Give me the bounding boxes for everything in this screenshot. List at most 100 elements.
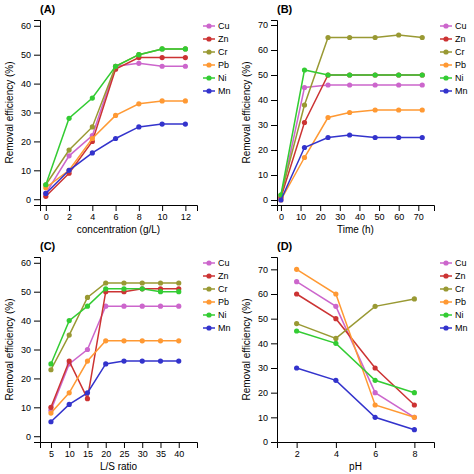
x-tick: 20 xyxy=(316,205,326,222)
legend-entry: Pb xyxy=(440,297,466,307)
legend-label: Cu xyxy=(455,21,467,31)
data-point xyxy=(113,64,118,69)
legend-label: Mn xyxy=(455,323,468,333)
data-point xyxy=(420,107,425,112)
data-point xyxy=(396,135,401,140)
legend-entry: Cu xyxy=(440,258,467,268)
legend-label: Pb xyxy=(455,297,466,307)
data-point xyxy=(113,113,118,118)
y-tick-label: 60 xyxy=(258,289,268,299)
x-tick-mark xyxy=(399,205,400,211)
data-point xyxy=(420,82,425,87)
y-tick: 30 xyxy=(258,363,277,373)
data-point xyxy=(103,286,108,291)
legend: CuZnCrPbNiMn xyxy=(203,258,231,333)
data-point xyxy=(373,135,378,140)
y-tick-label: 40 xyxy=(258,339,268,349)
data-point xyxy=(183,46,188,51)
data-point xyxy=(333,378,338,383)
x-tick-label: 6 xyxy=(114,212,119,222)
panel: 0246810120102030405060(A)concentration (… xyxy=(4,3,231,235)
x-tick: 4 xyxy=(334,442,339,459)
data-point xyxy=(48,367,53,372)
x-tick-label: 30 xyxy=(138,449,148,459)
data-point xyxy=(85,304,90,309)
x-tick-label: 6 xyxy=(373,449,378,459)
y-tick: 60 xyxy=(21,258,40,268)
legend-label: Ni xyxy=(218,310,227,320)
plot-area xyxy=(48,280,181,424)
x-tick-mark xyxy=(418,205,419,211)
x-tick-label: 8 xyxy=(137,212,142,222)
data-point xyxy=(373,378,378,383)
data-point xyxy=(412,390,417,395)
data-point xyxy=(176,304,181,309)
data-point xyxy=(294,328,299,333)
legend-entry: Cu xyxy=(203,258,230,268)
x-tick-mark xyxy=(162,205,163,211)
data-point xyxy=(333,291,338,296)
y-tick-label: 30 xyxy=(258,363,268,373)
legend-label: Pb xyxy=(218,60,229,70)
x-axis-line xyxy=(41,206,198,212)
y-tick-label: 0 xyxy=(26,432,31,442)
data-point xyxy=(90,95,95,100)
x-tick-label: 35 xyxy=(156,449,166,459)
data-point xyxy=(302,85,307,90)
y-tick-mark xyxy=(271,175,277,176)
y-tick: 10 xyxy=(258,413,277,423)
data-point xyxy=(347,35,352,40)
y-axis-title: Removal efficiency (%) xyxy=(4,61,15,163)
y-tick-mark xyxy=(271,442,277,443)
x-axis-title: L/S ratio xyxy=(100,461,138,472)
data-point xyxy=(43,191,48,196)
panel: 2468010203040506070(D)pHRemoval efficien… xyxy=(241,240,468,472)
legend-entry: Mn xyxy=(203,323,231,333)
x-axis-line xyxy=(41,443,198,449)
legend-marker xyxy=(443,312,448,317)
y-axis-title: Removal efficiency (%) xyxy=(241,298,252,400)
data-point xyxy=(420,135,425,140)
data-point xyxy=(158,338,163,343)
x-axis-line xyxy=(278,206,435,212)
series-line xyxy=(46,49,186,185)
plot-area xyxy=(43,46,188,199)
y-tick-label: 30 xyxy=(21,345,31,355)
x-tick: 8 xyxy=(412,442,417,459)
data-point xyxy=(160,46,165,51)
data-point xyxy=(325,35,330,40)
panel-title: (A) xyxy=(40,3,56,15)
legend-entry: Zn xyxy=(440,271,466,281)
data-point xyxy=(396,32,401,37)
y-tick-label: 10 xyxy=(258,413,268,423)
y-tick: 10 xyxy=(258,170,277,180)
data-point xyxy=(103,361,108,366)
y-tick: 40 xyxy=(258,339,277,349)
data-point xyxy=(85,390,90,395)
x-tick: 20 xyxy=(101,442,111,459)
y-tick-mark xyxy=(34,55,40,56)
data-point xyxy=(85,396,90,401)
x-tick-mark xyxy=(106,442,107,448)
data-point xyxy=(183,55,188,60)
data-point xyxy=(373,35,378,40)
x-axis: 024681012 xyxy=(41,205,198,222)
series-line xyxy=(51,361,179,422)
legend-marker xyxy=(443,299,448,304)
data-point xyxy=(420,72,425,77)
x-tick-label: 4 xyxy=(334,449,339,459)
x-tick-label: 30 xyxy=(335,212,345,222)
data-point xyxy=(113,64,118,69)
legend-label: Pb xyxy=(218,297,229,307)
y-tick-label: 20 xyxy=(21,374,31,384)
y-tick-mark xyxy=(34,84,40,85)
y-tick-label: 50 xyxy=(21,50,31,60)
series-line xyxy=(46,124,186,193)
y-tick-mark xyxy=(271,343,277,344)
y-tick-mark xyxy=(271,200,277,201)
x-tick-label: 60 xyxy=(394,212,404,222)
y-tick-mark xyxy=(34,321,40,322)
y-tick: 30 xyxy=(21,345,40,355)
y-tick-label: 0 xyxy=(263,195,268,205)
data-point xyxy=(420,35,425,40)
